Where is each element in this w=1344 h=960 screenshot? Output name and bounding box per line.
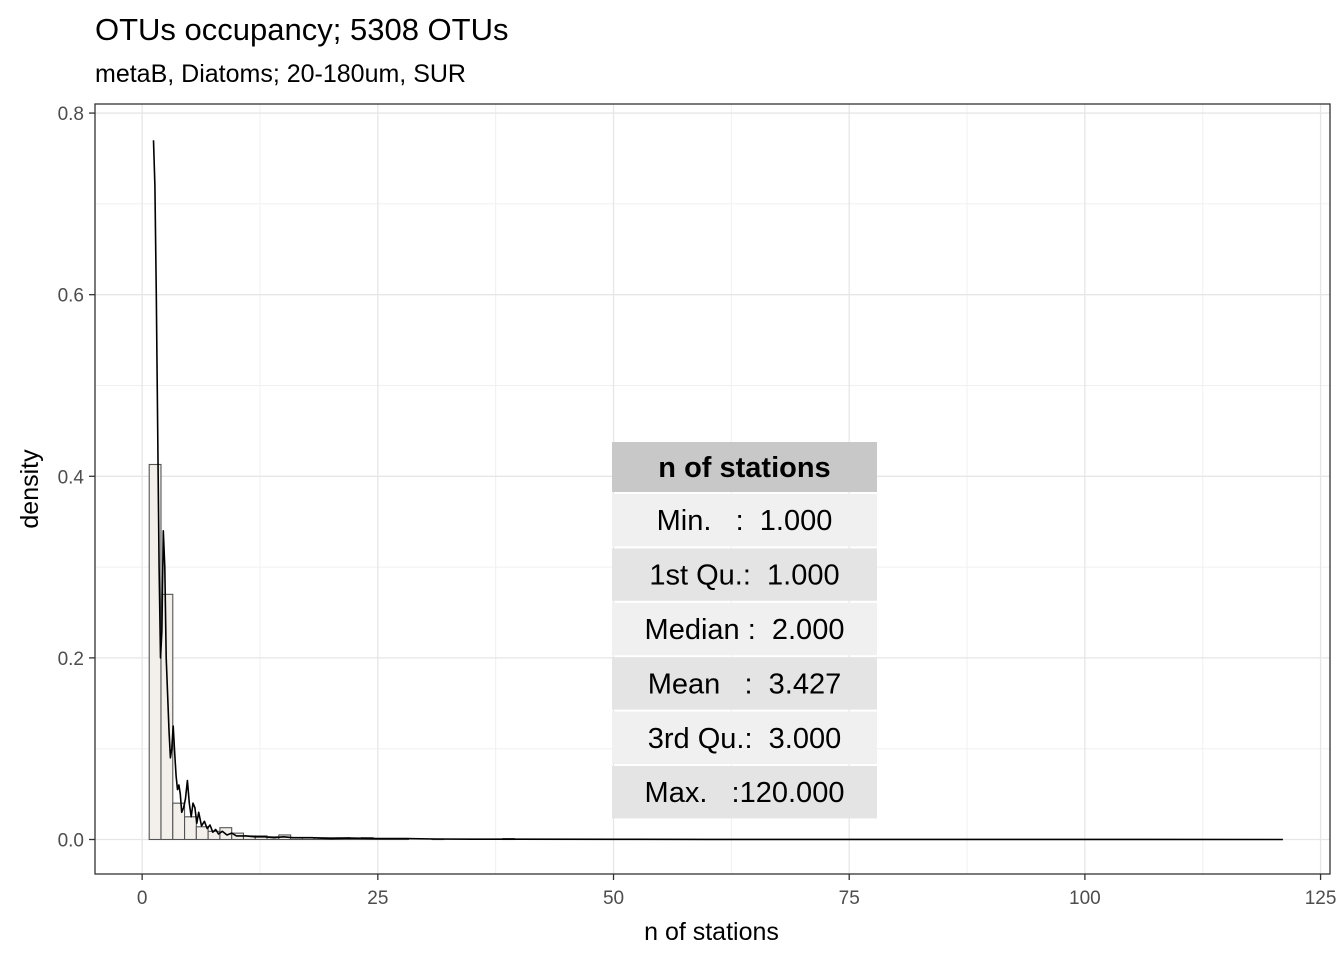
y-tick-label: 0.0 <box>58 830 84 851</box>
density-curve-line <box>152 140 1283 841</box>
histogram-bars <box>148 463 516 841</box>
histogram-bar <box>160 593 174 841</box>
y-tick-label: 0.6 <box>58 286 84 307</box>
summary-table-row-bg <box>612 766 877 819</box>
summary-table: n of stations Min. : 1.000 1st Qu.: 1.000 M… <box>612 442 877 819</box>
panel-border <box>94 103 1331 875</box>
summary-table-row-bg <box>612 602 877 656</box>
chart-subtitle: metaB, Diatoms; 20-180um, SUR <box>95 60 466 88</box>
summary-table-row: Mean : 3.427 <box>648 668 841 700</box>
x-tick-label: 100 <box>1069 888 1101 909</box>
x-tick-label: 50 <box>603 888 624 909</box>
summary-table-header-bg <box>612 442 877 492</box>
summary-table-row: Max. :120.000 <box>645 777 845 809</box>
x-tick-label: 75 <box>839 888 860 909</box>
histogram-bar <box>195 826 209 841</box>
summary-table-row: 1st Qu.: 1.000 <box>649 560 839 592</box>
x-axis-title: n of stations <box>644 918 779 946</box>
y-axis-title: density <box>16 449 44 529</box>
summary-table-row: Min. : 1.000 <box>657 505 833 537</box>
summary-table-row-bg <box>612 711 877 764</box>
summary-table-row: Median : 2.000 <box>645 614 845 646</box>
x-tick-label: 0 <box>137 888 148 909</box>
summary-table-header: n of stations <box>658 452 830 484</box>
summary-table-row-bg <box>612 548 877 601</box>
x-tick-label: 125 <box>1305 888 1337 909</box>
histogram-bar <box>184 816 197 841</box>
y-tick-label: 0.8 <box>58 104 84 125</box>
summary-table-row-bg <box>612 657 877 710</box>
axes-layer: 0 25 50 75 100 125 0.0 0.2 0.4 0.6 0.8 <box>58 104 1337 909</box>
x-tick-label: 25 <box>367 888 388 909</box>
summary-table-row: 3rd Qu.: 3.000 <box>648 723 841 755</box>
density-curve-layer <box>152 140 1283 841</box>
y-tick-label: 0.2 <box>58 649 84 670</box>
y-tick-label: 0.4 <box>58 467 85 488</box>
summary-table-row-bg <box>612 494 877 547</box>
chart-title: OTUs occupancy; 5308 OTUs <box>95 12 509 47</box>
